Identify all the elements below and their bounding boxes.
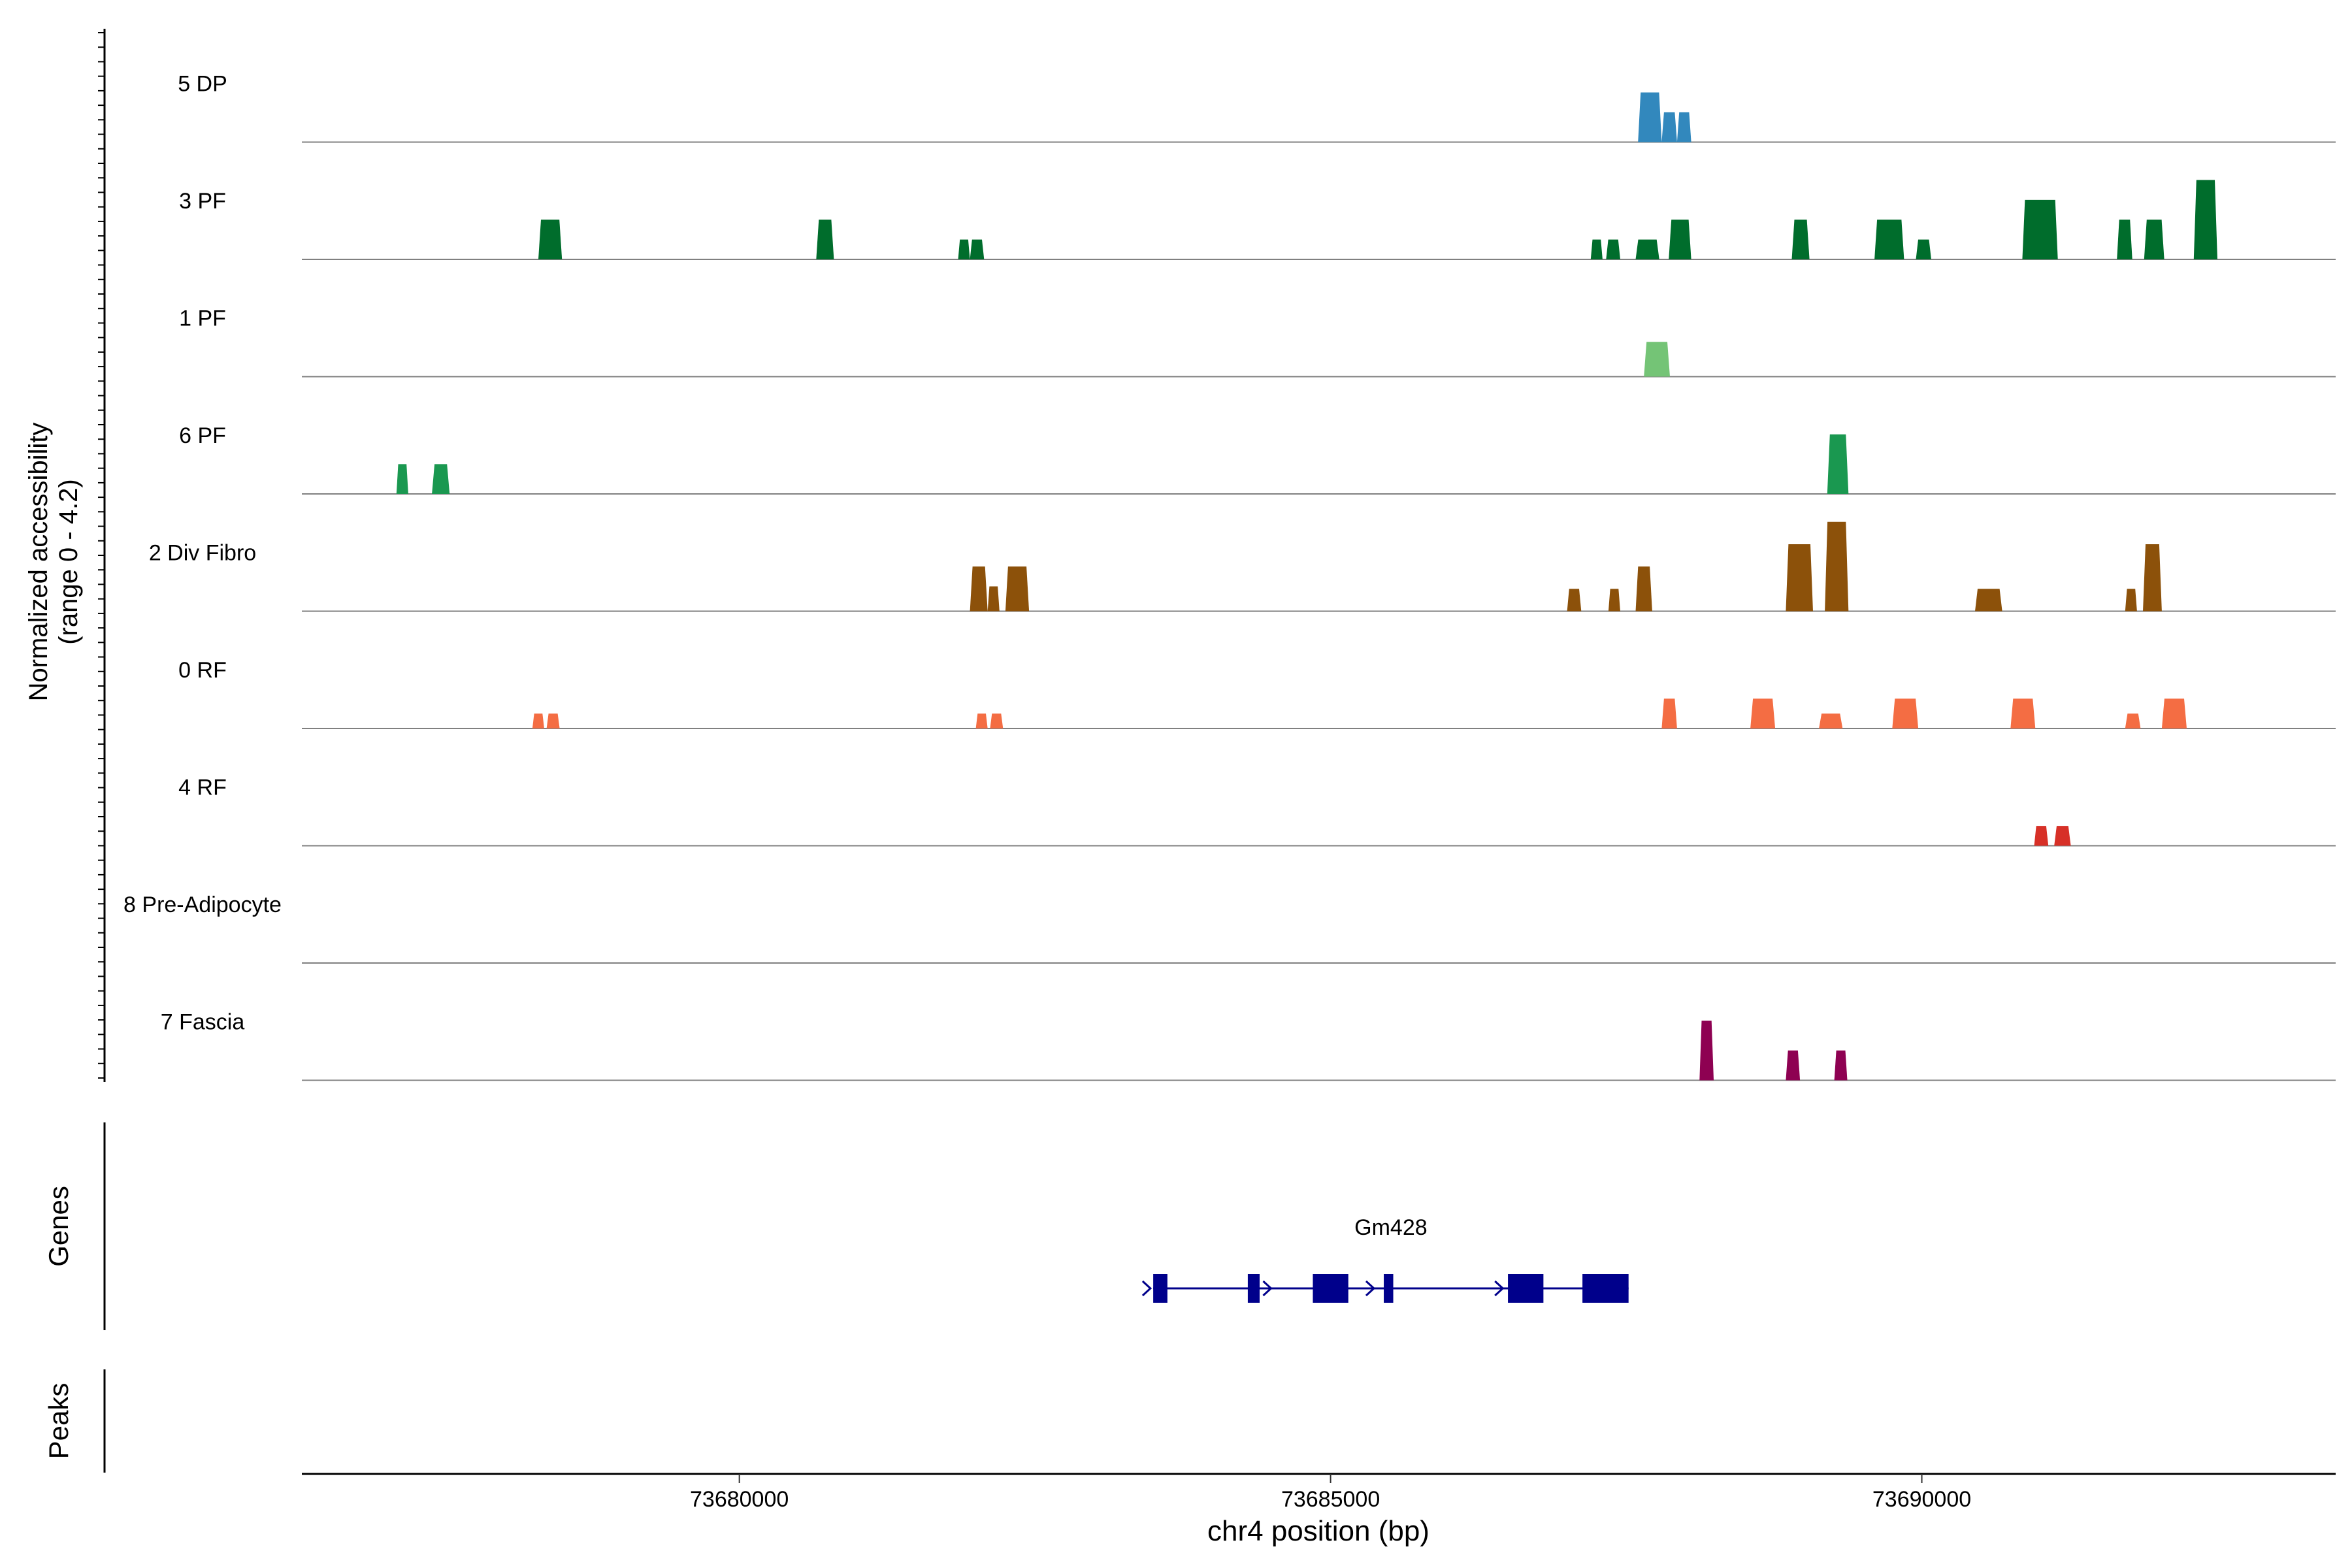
- coverage-peak: [970, 239, 985, 259]
- genes-panel-label: Genes: [43, 1186, 74, 1267]
- coverage-peak: [1638, 92, 1662, 142]
- gene-name-label: Gm428: [1354, 1215, 1428, 1240]
- coverage-peak: [432, 464, 450, 494]
- track-label: 6 PF: [179, 423, 226, 448]
- gene-exon: [1508, 1274, 1544, 1303]
- y-axis-title-line2: (range 0 - 4.2): [54, 479, 83, 644]
- coverage-peak: [1975, 589, 2002, 612]
- coverage-peak: [532, 713, 544, 728]
- coverage-peak: [1786, 1050, 1801, 1081]
- track-label: 3 PF: [179, 189, 226, 214]
- coverage-peak: [1590, 239, 1603, 259]
- coverage-peak: [1786, 544, 1813, 612]
- coverage-peak: [958, 239, 970, 259]
- gene-exon: [1582, 1274, 1629, 1303]
- coverage-peak: [990, 713, 1004, 728]
- coverage-peak: [975, 713, 988, 728]
- coverage-peak: [1699, 1021, 1714, 1081]
- track-7: 4 RF: [178, 776, 2336, 847]
- coverage-peak: [538, 220, 563, 259]
- coverage-peak: [1825, 521, 1849, 612]
- coverage-peak: [2144, 220, 2164, 259]
- coverage-peak: [1874, 220, 1904, 259]
- track-label: 1 PF: [179, 306, 226, 331]
- coverage-peak: [816, 220, 834, 259]
- coverage-peak: [2054, 826, 2071, 846]
- coverage-peak: [1635, 566, 1652, 612]
- coverage-peak: [396, 464, 408, 494]
- coverage-peak: [970, 566, 988, 612]
- track-label: 8 Pre-Adipocyte: [123, 892, 282, 917]
- coverage-peak: [1635, 239, 1659, 259]
- coverage-peak: [1606, 239, 1620, 259]
- track-label: 4 RF: [178, 776, 227, 800]
- coverage-peak: [546, 713, 560, 728]
- coverage-peak: [987, 586, 1000, 612]
- coverage-peak: [2125, 713, 2141, 728]
- gene-exon: [1153, 1274, 1168, 1303]
- strand-arrow: [1262, 1280, 1273, 1297]
- coverage-peak: [2010, 698, 2036, 728]
- x-tick-label: 73685000: [1281, 1487, 1380, 1512]
- coverage-peak: [1834, 1050, 1848, 1081]
- track-1: 5 DP: [178, 72, 2336, 143]
- coverage-peak: [2143, 544, 2162, 612]
- coverage-peak: [1661, 698, 1677, 728]
- coverage-peak: [2117, 220, 2132, 259]
- coverage-peak: [1661, 112, 1677, 142]
- coverage-peak: [1892, 698, 1919, 728]
- track-6: 0 RF: [178, 658, 2336, 729]
- coverage-peak: [1750, 698, 1776, 728]
- gene-model: Gm428: [1141, 1215, 1629, 1303]
- coverage-peak: [1669, 220, 1691, 259]
- coverage-peak: [1567, 589, 1582, 612]
- strand-arrow: [1494, 1280, 1505, 1297]
- coverage-peak: [2193, 180, 2217, 259]
- strand-arrow: [1365, 1280, 1376, 1297]
- coverage-peak: [2161, 698, 2187, 728]
- track-9: 7 Fascia: [161, 1010, 2336, 1081]
- gene-exon: [1313, 1274, 1348, 1303]
- coverage-y-axis: [98, 29, 106, 1082]
- track-label: 5 DP: [178, 72, 227, 97]
- coverage-peak: [1644, 342, 1670, 377]
- x-tick-label: 73690000: [1872, 1487, 1971, 1512]
- coverage-peak: [1676, 112, 1691, 142]
- gene-exon: [1384, 1274, 1394, 1303]
- coverage-tracks: 5 DP 3 PF 1 PF 6 PF 2 Div Fibro 0 RF 4 RF 8 Pre…: [123, 72, 2336, 1081]
- coverage-peak: [2022, 199, 2058, 259]
- coverage-peak: [2034, 826, 2049, 846]
- coverage-peak: [1005, 566, 1030, 612]
- coverage-peak: [1916, 239, 1931, 259]
- peaks-panel-label: Peaks: [43, 1383, 74, 1460]
- track-5: 2 Div Fibro: [149, 521, 2336, 612]
- x-tick-label: 73680000: [690, 1487, 789, 1512]
- coverage-peak: [1791, 220, 1810, 259]
- track-8: 8 Pre-Adipocyte: [123, 892, 2336, 964]
- track-4: 6 PF: [179, 423, 2336, 495]
- coverage-peak: [1608, 589, 1620, 612]
- coverage-peak: [1819, 713, 1843, 728]
- gene-exon: [1247, 1274, 1260, 1303]
- x-axis-ticks: 73680000 73685000 73690000: [690, 1474, 1971, 1512]
- track-label: 7 Fascia: [161, 1010, 245, 1035]
- track-3: 1 PF: [179, 306, 2336, 378]
- coverage-peak: [2125, 589, 2137, 612]
- track-label: 0 RF: [178, 658, 227, 683]
- track-2: 3 PF: [179, 180, 2336, 260]
- strand-arrow: [1141, 1280, 1152, 1297]
- coverage-peak: [1827, 434, 1849, 494]
- track-label: 2 Div Fibro: [149, 541, 256, 566]
- x-axis-title: chr4 position (bp): [1207, 1515, 1429, 1547]
- y-axis-title-line1: Normalized accessibility: [24, 423, 53, 702]
